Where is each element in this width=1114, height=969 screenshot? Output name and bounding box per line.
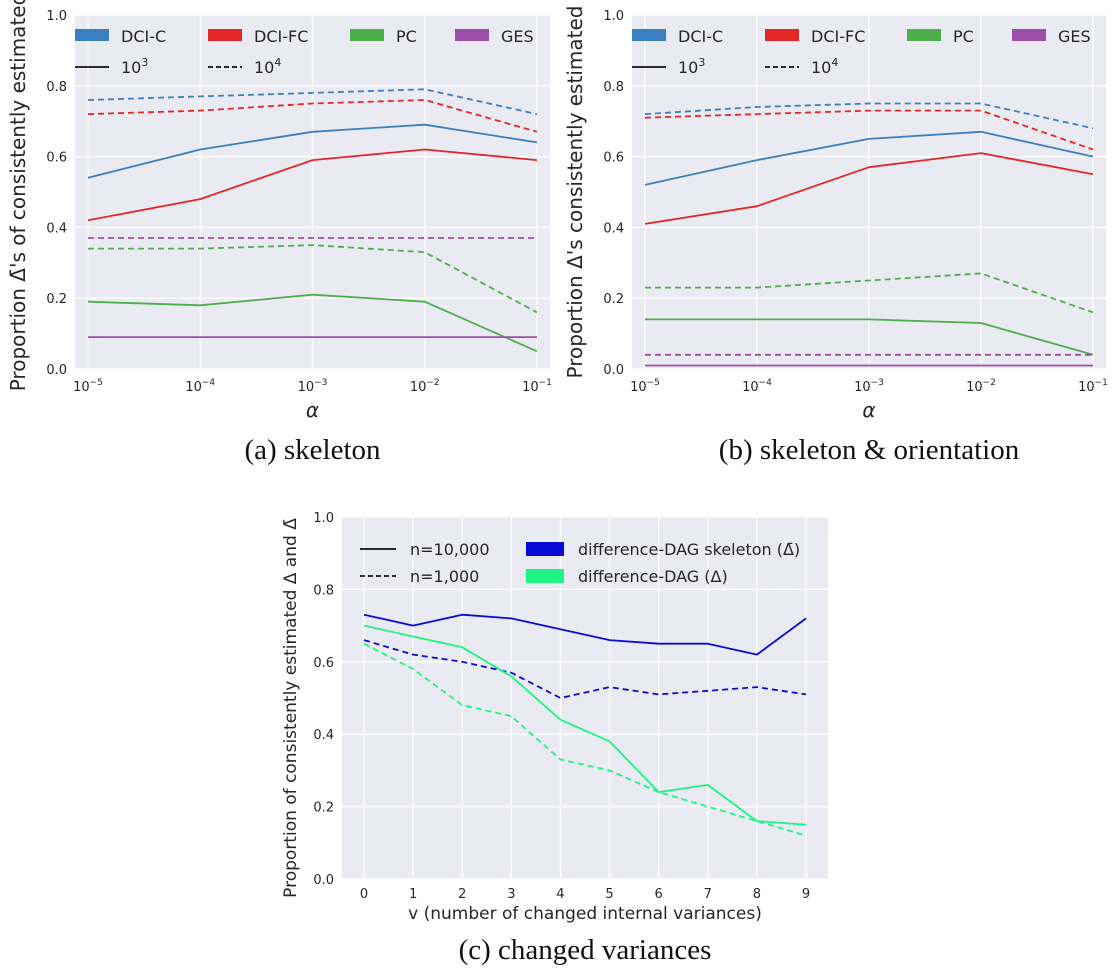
y-tick-label: 0.0 [46, 363, 67, 378]
y-tick-label: 0.8 [603, 80, 624, 95]
panel-b-skeleton-orientation: 0.0 0.2 0.4 0.6 0.8 1.0 10−5 10−4 10−3 10−2 10−1 DC… [563, 6, 1108, 466]
x-tick-label: 10−5 [73, 378, 103, 395]
panel-caption: (c) changed variances [459, 934, 712, 966]
legend-swatch [765, 29, 799, 41]
y-tick-label: 1.0 [603, 9, 624, 24]
series-line-difference-dag--dashed [363, 642, 807, 837]
series-line-dci-c-solid [87, 123, 538, 179]
legend-swatch [907, 29, 941, 41]
legend-label: difference-DAG skeleton (Δ̄) [578, 540, 800, 559]
y-tick-label: 1.0 [313, 511, 334, 526]
series-line-pc-solid [645, 318, 1094, 356]
y-tick-label: 0.2 [46, 292, 67, 307]
x-tick-label: 6 [655, 887, 663, 902]
x-tick-label: 10−3 [854, 378, 884, 395]
legend-label: DCI-C [678, 27, 723, 46]
series-line-dci-fc-solid [644, 152, 1094, 225]
x-tick-label: 1 [409, 887, 417, 902]
series-line-pc-dashed [645, 272, 1094, 314]
x-axis-label: α [862, 398, 875, 422]
y-tick-label: 0.4 [46, 221, 67, 236]
legend-style-label: 103 [678, 56, 705, 77]
legend-label: difference-DAG (Δ) [578, 567, 728, 586]
y-tick-label: 0.4 [603, 221, 624, 236]
x-tick-label: 7 [704, 887, 712, 902]
y-axis-label: Proportion Δ̄'s of consistently estimate… [6, 0, 30, 391]
series-line-difference-dag-skeleton--dashed [363, 639, 807, 699]
y-tick-label: 0.8 [313, 583, 334, 598]
series-line-pc-dashed [88, 244, 538, 314]
panel-a-skeleton: 0.0 0.2 0.4 0.6 0.8 1.0 10−5 10−4 10−3 10−2 10−1 DC… [6, 0, 552, 466]
y-axis-label: Proportion Δ's consistently estimated [563, 6, 587, 379]
x-tick-label: 10−3 [298, 378, 328, 395]
legend-swatch [1012, 29, 1046, 41]
series-line-dci-c-dashed [644, 102, 1094, 130]
legend-swatch [350, 29, 384, 41]
legend-style-label: 103 [121, 56, 148, 77]
y-tick-label: 0.4 [313, 728, 334, 743]
y-axis-label: Proportion of consistently estimated Δ a… [281, 518, 301, 898]
x-axis-label: v (number of changed internal variances) [408, 904, 762, 924]
series-line-pc-solid [87, 293, 538, 353]
y-tick-label: 0.0 [313, 873, 334, 888]
panel-c-changed-variances: 0.0 0.2 0.4 0.6 0.8 1.0 0 1 2 3 4 5 6 7 8 9 n=10,000 n=1,… [281, 511, 828, 966]
series-line-difference-dag--solid [363, 624, 807, 826]
legend-style-label: n=10,000 [410, 540, 490, 559]
legend-swatch [632, 29, 666, 41]
y-tick-label: 1.0 [46, 9, 67, 24]
series-line-dci-c-solid [644, 130, 1094, 186]
legend-label: PC [953, 27, 974, 46]
x-tick-label: 5 [605, 887, 613, 902]
y-tick-label: 0.6 [46, 151, 67, 166]
x-tick-label: 8 [753, 887, 761, 902]
y-tick-label: 0.6 [313, 656, 334, 671]
x-tick-label: 10−1 [1078, 378, 1108, 395]
series-line-dci-fc-dashed [87, 99, 538, 133]
x-tick-label: 9 [802, 887, 810, 902]
x-tick-label: 10−1 [522, 378, 552, 395]
series-line-difference-dag-skeleton--solid [363, 613, 807, 656]
y-tick-label: 0.2 [603, 292, 624, 307]
legend-label: DCI-C [121, 27, 166, 46]
legend-style-label: n=1,000 [410, 567, 479, 586]
panel-caption: (b) skeleton & orientation [719, 434, 1020, 466]
legend-swatch [208, 29, 242, 41]
x-tick-label: 10−2 [966, 378, 996, 395]
x-axis-label: α [306, 398, 319, 422]
legend-label: GES [501, 27, 534, 46]
legend-swatch [455, 29, 489, 41]
x-tick-label: 0 [360, 887, 368, 902]
series-line-dci-fc-dashed [644, 109, 1094, 151]
x-tick-label: 3 [507, 887, 515, 902]
x-tick-label: 10−4 [742, 378, 772, 395]
x-tick-label: 10−4 [185, 378, 215, 395]
legend-label: PC [396, 27, 417, 46]
y-tick-label: 0.6 [603, 151, 624, 166]
legend-style-label: 104 [811, 56, 838, 77]
legend-label: GES [1058, 27, 1091, 46]
x-tick-label: 10−5 [630, 378, 660, 395]
legend-swatch [526, 542, 564, 556]
x-tick-label: 10−2 [410, 378, 440, 395]
series-line-dci-fc-solid [87, 148, 538, 222]
y-tick-label: 0.8 [46, 80, 67, 95]
legend-label: DCI-FC [811, 27, 865, 46]
legend-style-label: 104 [254, 56, 281, 77]
plot-area [342, 517, 828, 879]
legend-swatch [526, 569, 564, 583]
y-tick-label: 0.0 [603, 363, 624, 378]
panel-caption: (a) skeleton [244, 434, 381, 466]
legend-label: DCI-FC [254, 27, 308, 46]
x-tick-label: 2 [458, 887, 466, 902]
y-tick-label: 0.2 [313, 801, 334, 816]
legend-swatch [75, 29, 109, 41]
series-line-dci-c-dashed [87, 88, 538, 115]
x-tick-label: 4 [556, 887, 564, 902]
